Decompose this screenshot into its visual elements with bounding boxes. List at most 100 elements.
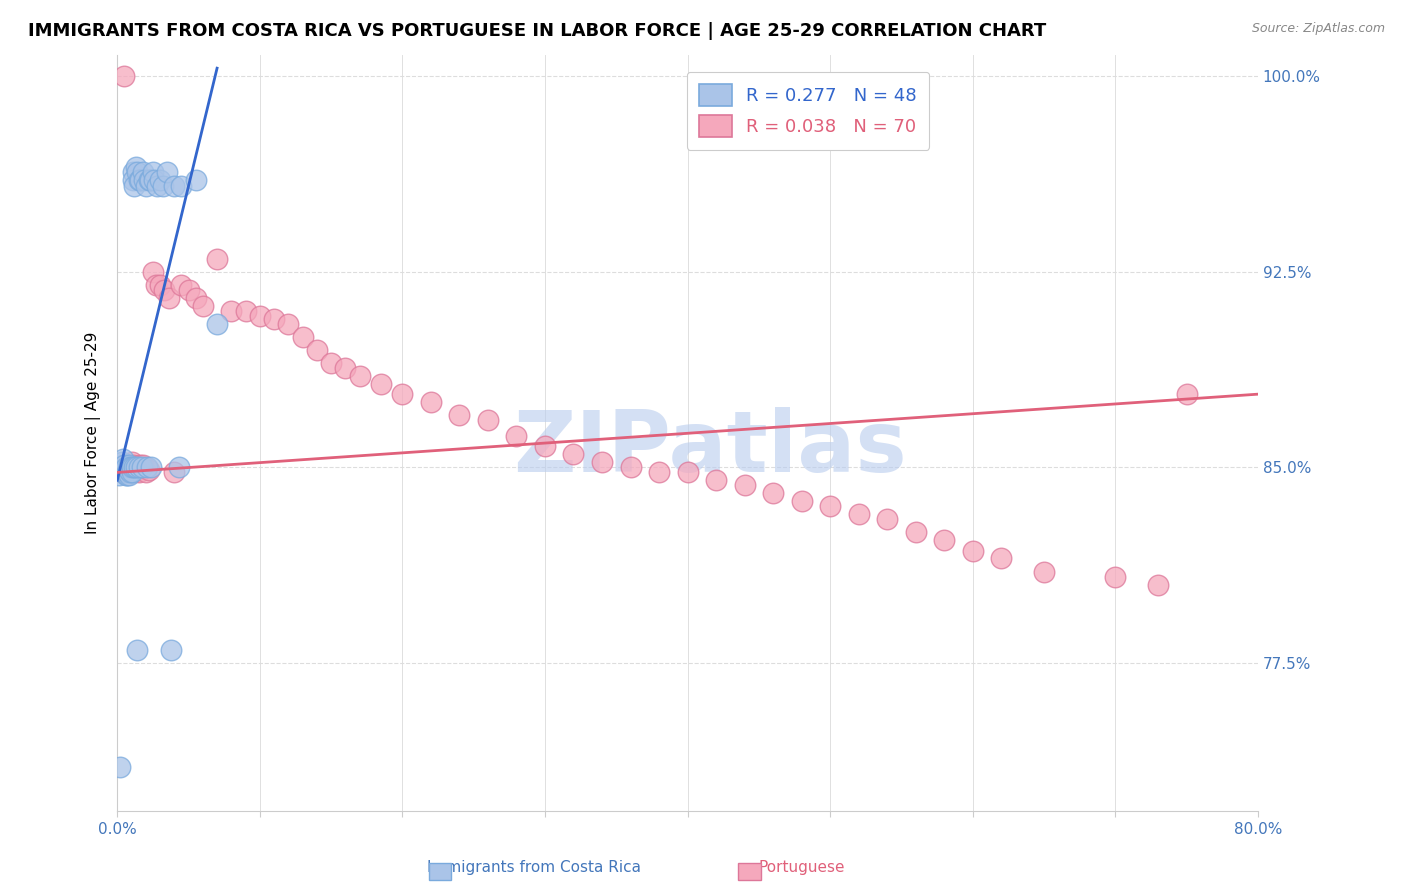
Point [477, 413, 499, 427]
Point [676, 466, 699, 480]
Point [117, 466, 139, 480]
Point [305, 343, 328, 357]
Point [167, 460, 190, 475]
Y-axis label: In Labor Force | Age 25-29: In Labor Force | Age 25-29 [86, 332, 101, 534]
Point [235, 303, 257, 318]
Point [118, 458, 141, 472]
Point [136, 460, 159, 475]
Point [132, 165, 155, 179]
Point [205, 252, 228, 266]
Point [1033, 565, 1056, 579]
Point [114, 460, 136, 475]
Point [114, 468, 136, 483]
Point [157, 291, 180, 305]
Point [962, 543, 984, 558]
Text: ZIPatlas: ZIPatlas [513, 407, 907, 490]
Point [619, 460, 641, 475]
Point [648, 466, 671, 480]
Point [127, 165, 149, 179]
Point [321, 356, 343, 370]
Text: Immigrants from Costa Rica: Immigrants from Costa Rica [427, 861, 641, 875]
Point [177, 283, 200, 297]
Point [170, 178, 193, 193]
Point [370, 376, 392, 391]
Point [1175, 387, 1198, 401]
Point [734, 478, 756, 492]
Point [112, 458, 135, 472]
Point [145, 277, 167, 292]
Point [118, 466, 141, 480]
Point [153, 283, 176, 297]
Point [349, 368, 371, 383]
Point [591, 455, 613, 469]
Point [132, 458, 155, 472]
Point [121, 466, 143, 480]
Point [152, 178, 174, 193]
Point [110, 466, 132, 480]
Point [419, 395, 441, 409]
Point [990, 551, 1012, 566]
Point [118, 468, 141, 483]
Point [122, 458, 145, 472]
Point [249, 309, 271, 323]
Point [138, 463, 160, 477]
Point [124, 466, 146, 480]
Text: IMMIGRANTS FROM COSTA RICA VS PORTUGUESE IN LABOR FORCE | AGE 25-29 CORRELATION : IMMIGRANTS FROM COSTA RICA VS PORTUGUESE… [28, 22, 1046, 40]
Point [904, 525, 927, 540]
Point [139, 173, 162, 187]
Point [112, 69, 135, 83]
Point [120, 466, 142, 480]
Point [112, 466, 135, 480]
Point [111, 452, 134, 467]
Point [122, 165, 145, 179]
Text: Portuguese: Portuguese [758, 861, 845, 875]
Point [114, 466, 136, 480]
Point [143, 173, 166, 187]
Point [111, 460, 134, 475]
Point [125, 161, 148, 175]
Point [108, 760, 131, 774]
Point [818, 500, 841, 514]
Point [128, 460, 150, 475]
Point [146, 178, 169, 193]
Point [131, 460, 153, 475]
Point [122, 173, 145, 187]
Point [263, 311, 285, 326]
Point [117, 460, 139, 475]
Point [277, 317, 299, 331]
Point [762, 486, 785, 500]
Point [127, 642, 149, 657]
Point [134, 173, 156, 187]
Point [170, 277, 193, 292]
Point [1147, 577, 1170, 591]
Point [118, 463, 141, 477]
Point [125, 460, 148, 475]
Point [191, 298, 214, 312]
Point [127, 463, 149, 477]
Point [120, 460, 142, 475]
Point [221, 303, 243, 318]
Point [335, 361, 357, 376]
Point [163, 178, 186, 193]
Point [120, 460, 142, 475]
Point [160, 642, 183, 657]
Point [120, 466, 142, 480]
Point [163, 466, 186, 480]
Point [505, 429, 527, 443]
Point [135, 466, 157, 480]
Point [107, 468, 129, 483]
Point [205, 317, 228, 331]
Point [184, 291, 207, 305]
Point [391, 387, 413, 401]
Point [291, 330, 314, 344]
Point [876, 512, 898, 526]
Point [149, 173, 172, 187]
Point [449, 408, 471, 422]
Point [704, 473, 727, 487]
Point [142, 264, 165, 278]
Point [110, 455, 132, 469]
Point [156, 165, 179, 179]
Point [1104, 570, 1126, 584]
Point [112, 463, 135, 477]
Point [124, 460, 146, 475]
